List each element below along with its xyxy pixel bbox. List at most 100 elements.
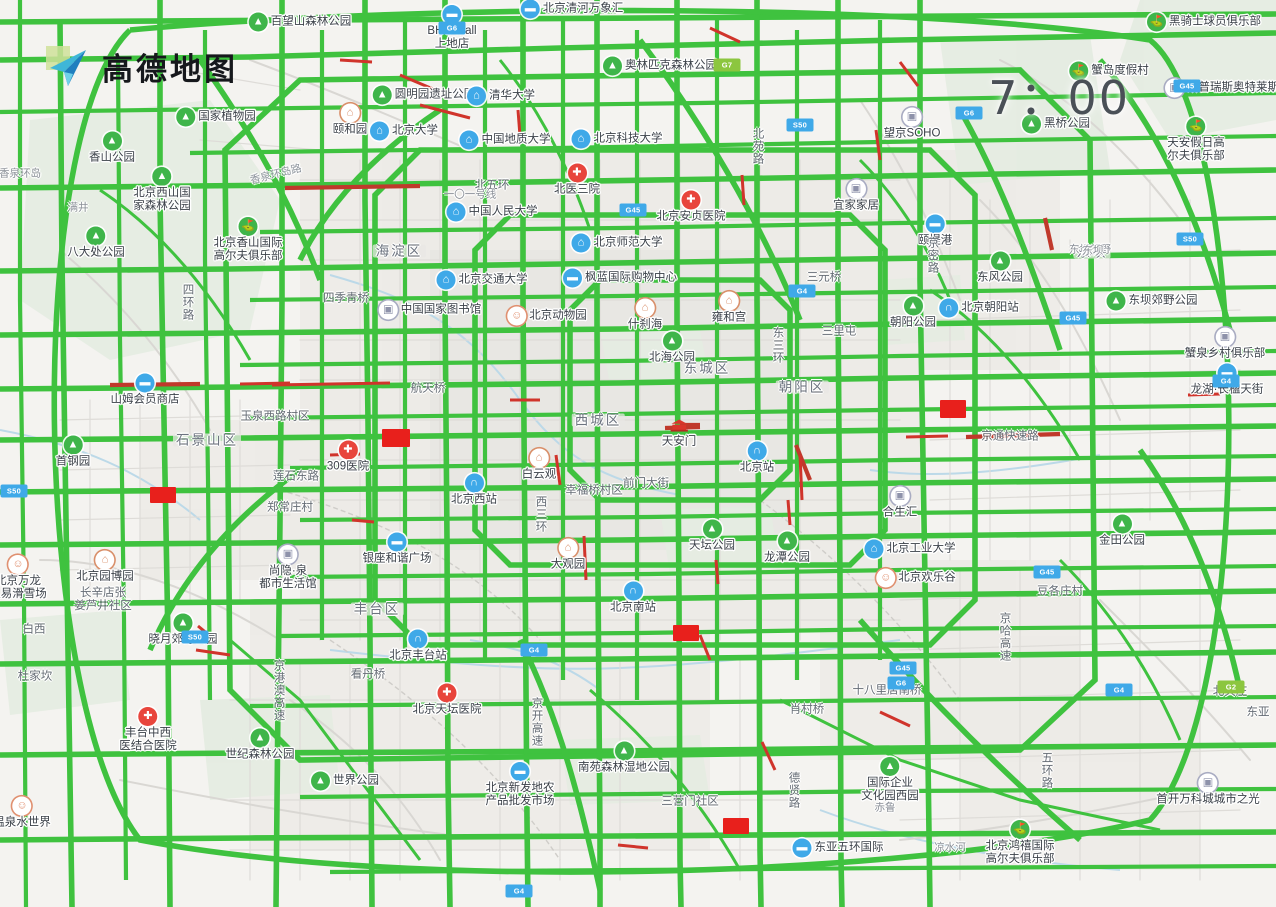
highway-shield[interactable]: G7: [713, 58, 741, 72]
poi-marker[interactable]: ⛳ 蟹岛度假村: [1069, 61, 1149, 81]
scenic-icon: ⌂: [340, 103, 360, 123]
poi-marker[interactable]: ▬ 北京新发地农 产品批发市场: [486, 762, 555, 808]
highway-shield[interactable]: S50: [181, 630, 209, 644]
poi-marker[interactable]: ▣ 宜家家居: [833, 179, 879, 213]
poi-marker[interactable]: ▲ 北京西山国 家森林公园: [133, 167, 191, 213]
poi-marker[interactable]: ▲ 世纪森林公园: [226, 728, 295, 762]
poi-marker[interactable]: ▲ 金田公园: [1099, 514, 1145, 548]
poi-marker[interactable]: ▲ 龙潭公园: [764, 531, 810, 565]
congestion-block: [382, 429, 410, 447]
poi-marker[interactable]: ✚ 北京安贞医院: [657, 190, 726, 224]
poi-marker[interactable]: ▣ 蟹泉乡村俱乐部: [1185, 327, 1265, 361]
poi-marker[interactable]: ✚ 北医三院: [554, 163, 600, 197]
poi-marker[interactable]: ∩ 北京南站: [610, 581, 656, 615]
highway-shield[interactable]: G6: [438, 21, 466, 35]
poi-marker[interactable]: ⛳ 黑骑士球员俱乐部: [1147, 12, 1261, 32]
highway-shield[interactable]: G45: [619, 203, 647, 217]
poi-marker[interactable]: ▣ 尚隐·泉 都市生活馆: [259, 545, 317, 591]
poi-marker[interactable]: ▬BHG Mall 上地店: [427, 5, 477, 51]
poi-marker[interactable]: ⌂ 北京园博园: [76, 550, 134, 584]
poi-marker[interactable]: ⛳ 北京香山国际 高尔夫俱乐部: [214, 217, 283, 263]
poi-marker[interactable]: ⌂ 白云观: [522, 448, 556, 482]
highway-shield[interactable]: G6: [887, 676, 915, 690]
poi-marker[interactable]: ✚ 北京天坛医院: [413, 683, 482, 717]
poi-marker[interactable]: ▲ 北海公园: [649, 331, 695, 365]
map-text-label: 香泉环岛: [0, 167, 41, 180]
highway-shield[interactable]: G45: [1033, 565, 1061, 579]
highway-shield[interactable]: S50: [0, 484, 28, 498]
poi-marker[interactable]: ⌂ 雍和宫: [712, 291, 746, 325]
highway-shield[interactable]: S50: [786, 118, 814, 132]
poi-marker[interactable]: ▬ 东亚五环国际: [792, 838, 884, 858]
poi-marker[interactable]: ▲ 黑桥公园: [1022, 114, 1090, 134]
poi-marker[interactable]: ▬ 北京清河万象汇: [520, 0, 623, 19]
poi-marker[interactable]: ∩ 北京西站: [451, 473, 497, 507]
poi-marker[interactable]: ▬ 枫蓝国际购物中心: [563, 268, 677, 288]
poi-marker[interactable]: ▬ 银座和谐广场: [363, 532, 432, 566]
poi-marker[interactable]: ☺ 北京动物园: [507, 306, 587, 326]
poi-marker[interactable]: ⌂ 中国地质大学: [459, 130, 551, 150]
poi-marker[interactable]: ▬ 山姆会员商店: [111, 373, 180, 407]
map-text-label: 东坝: [1081, 245, 1103, 258]
highway-shield[interactable]: G4: [1105, 683, 1133, 697]
poi-label: 什刹海: [627, 318, 663, 331]
poi-marker[interactable]: ▲ 圆明园遗址公园: [372, 85, 475, 105]
poi-marker[interactable]: ✚ 丰台中西 医结合医院: [119, 707, 177, 753]
poi-marker[interactable]: ☺温泉水世界: [0, 796, 51, 830]
poi-marker[interactable]: ⌂ 大观园: [551, 538, 585, 572]
poi-marker[interactable]: ▣ 合生汇: [883, 486, 917, 520]
poi-marker[interactable]: ▲ 南苑森林湿地公园: [578, 741, 670, 775]
amap-logo[interactable]: 高德地图: [40, 40, 238, 92]
poi-marker[interactable]: ▲ 世界公园: [311, 771, 379, 791]
poi-marker[interactable]: ☺ 北京欢乐谷: [876, 568, 956, 588]
poi-marker[interactable]: ▬ 颐堤港: [918, 214, 952, 248]
highway-shield[interactable]: G45: [889, 661, 917, 675]
poi-marker[interactable]: ▣ 望京SOHO: [884, 107, 940, 141]
poi-marker[interactable]: ⌂ 北京科技大学: [571, 129, 663, 149]
poi-marker[interactable]: ∩ 北京朝阳站: [939, 298, 1019, 318]
highway-shield[interactable]: G4: [505, 884, 533, 898]
poi-marker[interactable]: ▲ 天坛公园: [689, 519, 735, 553]
poi-label: 309医院: [326, 460, 370, 473]
poi-marker[interactable]: ∩ 北京丰台站: [389, 629, 447, 663]
poi-marker[interactable]: ▲ 国际企业 文化园西园: [861, 757, 919, 803]
highway-shield[interactable]: G6: [955, 106, 983, 120]
poi-marker[interactable]: ▣ 首开万科城城市之光: [1156, 773, 1260, 807]
poi-marker[interactable]: ▲ 奥林匹克森林公园: [603, 56, 717, 76]
poi-marker[interactable]: ⌂ 颐和园: [333, 103, 367, 137]
park-icon: ▲: [1022, 114, 1041, 134]
poi-marker[interactable]: ▲ 朝阳公园: [890, 296, 936, 330]
poi-marker[interactable]: ⌂ 中国人民大学: [446, 202, 538, 222]
poi-marker[interactable]: ▲ 国家植物园: [176, 107, 256, 127]
poi-marker[interactable]: ☺北京万龙 八易滑雪场: [0, 555, 47, 601]
poi-marker[interactable]: ▲ 东坝郊野公园: [1106, 291, 1198, 311]
poi-marker[interactable]: ∩ 北京站: [740, 441, 774, 475]
highway-shield[interactable]: G4: [520, 643, 548, 657]
highway-shield[interactable]: G45: [1059, 311, 1087, 325]
highway-shield[interactable]: G45: [1173, 79, 1201, 93]
poi-marker[interactable]: ⛳ 天安假日高 尔夫俱乐部: [1167, 117, 1225, 163]
poi-marker[interactable]: 天安门: [662, 416, 696, 449]
highway-shield[interactable]: S50: [1176, 232, 1204, 246]
poi-marker[interactable]: ▲ 首钢园: [56, 435, 90, 469]
poi-marker[interactable]: ▣ 中国国家图书馆: [378, 300, 481, 320]
poi-marker[interactable]: ⌂ 清华大学: [467, 86, 535, 106]
poi-marker[interactable]: ▲ 东风公园: [977, 251, 1023, 285]
poi-marker[interactable]: ▲ 八大处公园: [67, 226, 125, 260]
poi-marker[interactable]: ⌂ 北京师范大学: [571, 233, 663, 253]
highway-shield[interactable]: G4: [788, 284, 816, 298]
highway-shield[interactable]: G2: [1217, 680, 1245, 694]
poi-marker[interactable]: ⌂ 什刹海: [627, 298, 663, 332]
highway-shield[interactable]: G4: [1212, 374, 1240, 388]
poi-marker[interactable]: ▲ 香山公园: [89, 131, 135, 165]
scenic-icon: ⌂: [95, 550, 115, 570]
poi-marker[interactable]: ▲ 百望山森林公园: [248, 12, 351, 32]
poi-marker[interactable]: ✚ 309医院: [326, 440, 370, 474]
poi-marker[interactable]: ⌂ 北京大学: [370, 121, 438, 141]
poi-marker[interactable]: ⛳ 北京鸿禧国际 高尔夫俱乐部: [986, 820, 1055, 866]
poi-marker[interactable]: ⌂ 北京交通大学: [436, 270, 528, 290]
poi-marker[interactable]: ⌂ 北京工业大学: [864, 539, 956, 559]
park-icon: ▲: [1112, 514, 1132, 534]
